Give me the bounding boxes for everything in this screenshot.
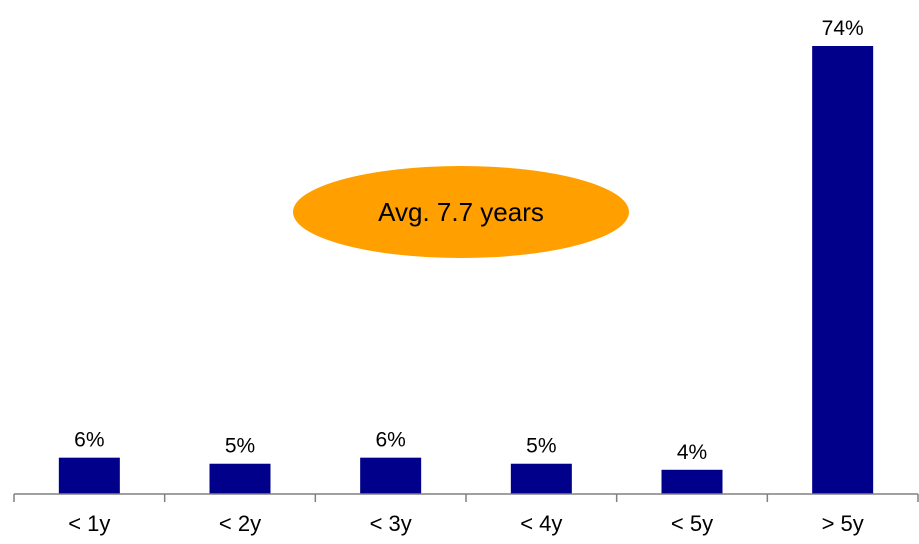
bar	[661, 469, 723, 494]
bar	[812, 46, 874, 494]
average-annotation-text: Avg. 7.7 years	[378, 197, 544, 227]
x-tick-labels-group: < 1y < 2y < 3y < 4y < 5y > 5y	[68, 511, 864, 536]
bar	[360, 457, 422, 494]
bar-value-label: 6%	[375, 429, 405, 452]
x-tick-label: > 5y	[822, 511, 864, 536]
bar-value-label: 74%	[822, 17, 864, 40]
value-labels-group: 6% 5% 6% 5% 4% 74%	[74, 17, 864, 464]
average-annotation: Avg. 7.7 years	[293, 166, 629, 258]
x-tick-label: < 4y	[520, 511, 562, 536]
bar	[209, 463, 271, 494]
bar-value-label: 6%	[74, 429, 104, 452]
x-tick-label: < 1y	[68, 511, 110, 536]
x-tick-label: < 3y	[370, 511, 412, 536]
average-ellipse	[293, 166, 629, 258]
bar-value-label: 4%	[677, 441, 707, 464]
bar	[510, 463, 572, 494]
x-tick-label: < 5y	[671, 511, 713, 536]
bar-value-label: 5%	[225, 435, 255, 458]
x-axis-ticks	[13, 494, 919, 502]
bar-value-label: 5%	[526, 435, 556, 458]
bar	[58, 457, 120, 494]
bars-group	[58, 46, 874, 494]
x-tick-label: < 2y	[219, 511, 261, 536]
